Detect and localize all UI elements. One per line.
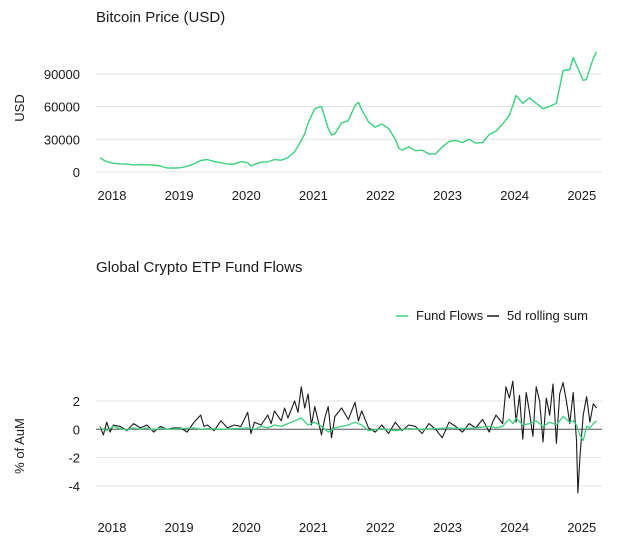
x-tick-label: 2021 — [299, 520, 328, 535]
y-tick-label: 60000 — [44, 100, 80, 115]
x-tick-label: 2022 — [366, 188, 395, 203]
series-line-5d-rolling-sum — [99, 380, 598, 494]
x-tick-label: 2018 — [98, 188, 127, 203]
x-tick-label: 2022 — [366, 520, 395, 535]
x-tick-label: 2019 — [165, 188, 194, 203]
series-line-bitcoin-price — [99, 51, 598, 169]
x-tick-label: 2019 — [165, 520, 194, 535]
legend-label-rolling-sum: 5d rolling sum — [507, 308, 588, 323]
y-tick-label: 30000 — [44, 132, 80, 147]
x-tick-label: 2024 — [500, 188, 529, 203]
y-tick-label: 0 — [73, 165, 80, 180]
x-tick-label: 2021 — [299, 188, 328, 203]
x-tick-label: 2018 — [98, 520, 127, 535]
y-tick-label: 2 — [73, 394, 80, 409]
y-axis-label-flows: % of AuM — [12, 418, 27, 474]
series-line-fund-flows — [99, 415, 598, 442]
legend-label-fund-flows: Fund Flows — [416, 308, 484, 323]
x-tick-label: 2023 — [433, 520, 462, 535]
x-tick-label: 2020 — [232, 188, 261, 203]
y-axis-label-price: USD — [12, 94, 27, 121]
x-tick-label: 2025 — [567, 188, 596, 203]
x-tick-label: 2025 — [567, 520, 596, 535]
x-tick-label: 2024 — [500, 520, 529, 535]
chart-title-price: Bitcoin Price (USD) — [96, 9, 225, 26]
y-tick-label: -2 — [68, 451, 80, 466]
x-tick-label: 2023 — [433, 188, 462, 203]
y-tick-label: -4 — [68, 479, 80, 494]
legend: Fund Flows 5d rolling sum — [396, 308, 588, 323]
x-tick-label: 2020 — [232, 520, 261, 535]
y-tick-label: 90000 — [44, 67, 80, 82]
chart-title-flows: Global Crypto ETP Fund Flows — [96, 259, 302, 276]
y-tick-label: 0 — [73, 422, 80, 437]
